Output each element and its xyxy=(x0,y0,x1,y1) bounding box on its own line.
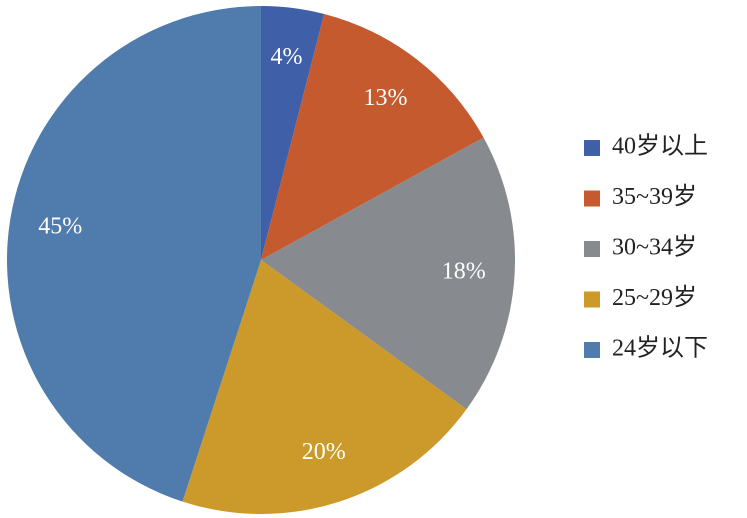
legend-swatch xyxy=(584,342,600,358)
data-label: 18% xyxy=(442,258,486,284)
legend-swatch xyxy=(584,140,600,156)
pie-slice xyxy=(182,260,467,515)
legend-swatch xyxy=(584,190,600,207)
data-label: 13% xyxy=(364,85,408,111)
legend-label: 25~29岁 xyxy=(612,284,697,311)
data-label: 20% xyxy=(302,439,346,465)
legend-label: 35~39岁 xyxy=(612,183,697,210)
pie-slice xyxy=(261,6,325,260)
pie-slice xyxy=(261,13,484,261)
legend-swatch xyxy=(584,241,600,257)
legend-swatch xyxy=(584,291,600,308)
legend-label: 40岁以上 xyxy=(612,133,708,160)
legend-label: 30~34岁 xyxy=(612,234,697,261)
data-label: 45% xyxy=(38,214,82,240)
data-label: 4% xyxy=(270,44,302,70)
legend-label: 24岁以下 xyxy=(612,335,708,362)
pie-slice xyxy=(261,137,515,410)
pie-slice xyxy=(7,6,262,502)
